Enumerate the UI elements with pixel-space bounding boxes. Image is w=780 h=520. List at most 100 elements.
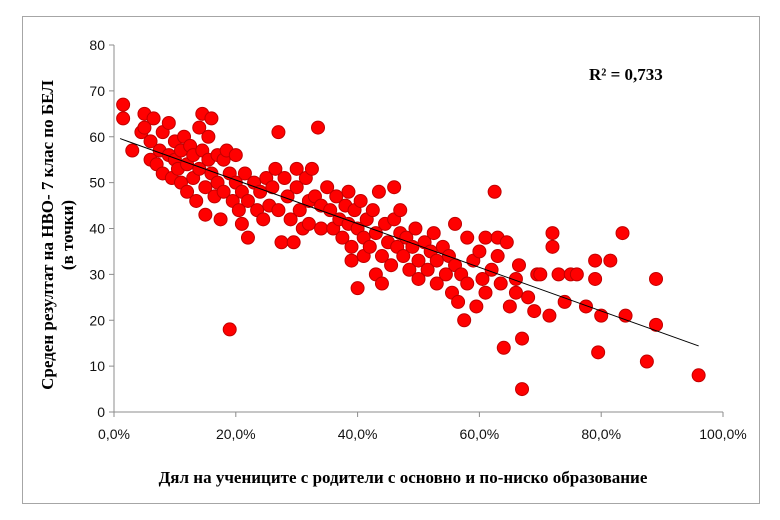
scatter-point xyxy=(490,249,505,264)
scatter-point xyxy=(469,299,484,314)
scatter-point xyxy=(277,171,292,186)
scatter-point xyxy=(137,120,152,135)
scatter-point xyxy=(649,271,664,286)
y-axis-title-line1: Среден резултат на НВО- 7 клас по БЕЛ xyxy=(38,80,57,390)
scatter-point xyxy=(639,354,654,369)
scatter-point xyxy=(274,235,289,250)
scatter-point xyxy=(691,368,706,383)
scatter-point xyxy=(420,262,435,277)
scatter-point xyxy=(125,143,140,158)
scatter-point xyxy=(286,235,301,250)
x-tick-label: 80,0% xyxy=(581,426,621,442)
axis-lines xyxy=(109,44,724,417)
y-tick-label: 10 xyxy=(89,358,105,374)
scatter-point xyxy=(411,271,426,286)
scatter-point xyxy=(429,276,444,291)
scatter-point xyxy=(591,345,606,360)
scatter-point xyxy=(493,276,508,291)
y-tick-label: 80 xyxy=(89,37,105,53)
scatter-point xyxy=(271,125,286,140)
scatter-point xyxy=(240,193,255,208)
scatter-point xyxy=(222,322,237,337)
chart-frame: 0 10 20 30 40 50 60 70 80 0,0% 20,0% 40,0% 60,0% 80,0… xyxy=(22,16,760,504)
scatter-point xyxy=(311,120,326,135)
scatter-point xyxy=(545,239,560,254)
scatter-point xyxy=(542,308,557,323)
y-tick-label: 70 xyxy=(89,83,105,99)
scatter-point xyxy=(438,267,453,282)
scatter-point xyxy=(499,235,514,250)
scatter-point xyxy=(228,148,243,163)
scatter-point xyxy=(204,111,219,126)
scatter-point xyxy=(521,290,536,305)
data-points xyxy=(116,97,706,397)
scatter-point xyxy=(231,203,246,218)
scatter-point xyxy=(426,226,441,241)
scatter-point xyxy=(405,239,420,254)
scatter-point xyxy=(161,115,176,130)
scatter-point xyxy=(350,281,365,296)
scatter-point xyxy=(429,253,444,268)
scatter-point xyxy=(384,258,399,273)
scatter-point xyxy=(402,262,417,277)
scatter-point xyxy=(341,184,356,199)
x-axis-title: Дял на учениците с родители с основно и … xyxy=(159,468,648,487)
scatter-point xyxy=(256,212,271,227)
scatter-chart: 0 10 20 30 40 50 60 70 80 0,0% 20,0% 40,0% 60,0% 80,0… xyxy=(38,37,747,487)
scatter-point xyxy=(603,253,618,268)
scatter-point xyxy=(329,189,344,204)
scatter-point xyxy=(234,216,249,231)
scatter-point xyxy=(146,111,161,126)
trendline xyxy=(119,138,699,347)
y-tick-label: 0 xyxy=(97,404,105,420)
r-squared-annotation: R² = 0,733 xyxy=(589,65,663,84)
scatter-point xyxy=(533,267,548,282)
scatter-point xyxy=(201,129,216,144)
scatter-point xyxy=(460,230,475,245)
scatter-point xyxy=(143,134,158,149)
scatter-point xyxy=(362,239,377,254)
scatter-point xyxy=(344,239,359,254)
scatter-point xyxy=(460,276,475,291)
scatter-point xyxy=(545,226,560,241)
scatter-point xyxy=(335,230,350,245)
scatter-point xyxy=(527,304,542,319)
scatter-point xyxy=(289,180,304,195)
y-tick-label: 40 xyxy=(89,221,105,237)
x-tick-label: 0,0% xyxy=(98,426,130,442)
scatter-point xyxy=(323,203,338,218)
scatter-point xyxy=(508,271,523,286)
scatter-point xyxy=(344,253,359,268)
scatter-point xyxy=(451,294,466,309)
scatter-point xyxy=(240,230,255,245)
x-tick-label: 40,0% xyxy=(338,426,378,442)
scatter-point xyxy=(551,267,566,282)
scatter-point xyxy=(408,221,423,236)
scatter-point xyxy=(578,299,593,314)
scatter-point xyxy=(265,180,280,195)
scatter-point xyxy=(615,226,630,241)
scatter-point xyxy=(289,161,304,176)
scatter-point xyxy=(189,193,204,208)
scatter-point xyxy=(192,120,207,135)
scatter-point xyxy=(457,313,472,328)
scatter-point xyxy=(301,216,316,231)
scatter-point xyxy=(237,166,252,181)
scatter-point xyxy=(283,212,298,227)
scatter-point xyxy=(365,203,380,218)
y-axis-title-line2: (в точки) xyxy=(58,200,77,270)
scatter-point xyxy=(478,285,493,300)
scatter-point xyxy=(116,97,131,112)
scatter-point xyxy=(393,203,408,218)
x-tick-label: 100,0% xyxy=(699,426,746,442)
scatter-point xyxy=(320,180,335,195)
y-tick-label: 30 xyxy=(89,266,105,282)
scatter-point xyxy=(374,249,389,264)
scatter-point xyxy=(411,253,426,268)
scatter-point xyxy=(353,193,368,208)
scatter-point xyxy=(478,230,493,245)
scatter-point xyxy=(292,203,307,218)
scatter-point xyxy=(588,253,603,268)
scatter-point xyxy=(216,184,231,199)
scatter-point xyxy=(511,258,526,273)
